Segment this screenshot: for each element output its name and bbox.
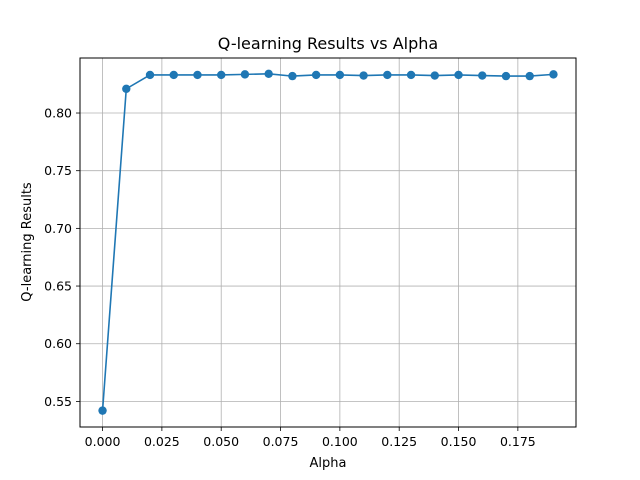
plot-frame xyxy=(79,57,577,428)
data-point xyxy=(98,406,107,415)
series-polyline xyxy=(101,72,554,411)
data-point xyxy=(406,70,416,80)
x-tick-label: 0.075 xyxy=(263,434,299,449)
y-axis: 0.55 0.60 0.65 0.70 0.75 0.80 xyxy=(44,106,80,409)
data-point xyxy=(122,84,131,93)
y-tick-label: 0.70 xyxy=(44,221,72,236)
data-point xyxy=(359,71,368,80)
data-point xyxy=(383,70,392,80)
data-point xyxy=(217,70,226,80)
series-line xyxy=(98,69,558,415)
data-point xyxy=(240,70,250,79)
data-point xyxy=(288,71,297,81)
y-tick-label: 0.65 xyxy=(44,279,72,294)
data-point xyxy=(193,70,202,80)
data-point xyxy=(478,71,487,80)
data-point xyxy=(145,70,155,80)
data-point xyxy=(264,69,273,79)
x-tick-label: 0.125 xyxy=(381,434,417,449)
x-tick-label: 0.175 xyxy=(500,434,536,449)
x-tick-label: 0.000 xyxy=(85,434,121,449)
data-point xyxy=(169,70,178,80)
y-tick-label: 0.80 xyxy=(44,106,72,121)
x-tick-label: 0.150 xyxy=(441,434,477,449)
x-axis-label: Alpha xyxy=(310,456,347,471)
data-point xyxy=(501,71,511,81)
data-point xyxy=(549,70,558,79)
data-point xyxy=(454,70,463,80)
data-point xyxy=(311,70,321,80)
x-tick-label: 0.025 xyxy=(144,434,180,449)
y-tick-label: 0.55 xyxy=(44,394,72,409)
chart-title: Q-learning Results vs Alpha xyxy=(218,34,438,53)
data-point xyxy=(335,70,345,80)
x-axis: 0.000 0.025 0.050 0.075 0.100 0.125 0.150 0.175 xyxy=(85,427,536,449)
data-point xyxy=(430,71,439,80)
y-tick-label: 0.75 xyxy=(44,163,72,178)
grid xyxy=(80,58,576,427)
data-point xyxy=(525,71,534,81)
x-tick-label: 0.050 xyxy=(203,434,239,449)
x-tick-label: 0.100 xyxy=(322,434,358,449)
y-axis-label: Q-learning Results xyxy=(20,182,35,302)
y-tick-label: 0.60 xyxy=(44,336,72,351)
